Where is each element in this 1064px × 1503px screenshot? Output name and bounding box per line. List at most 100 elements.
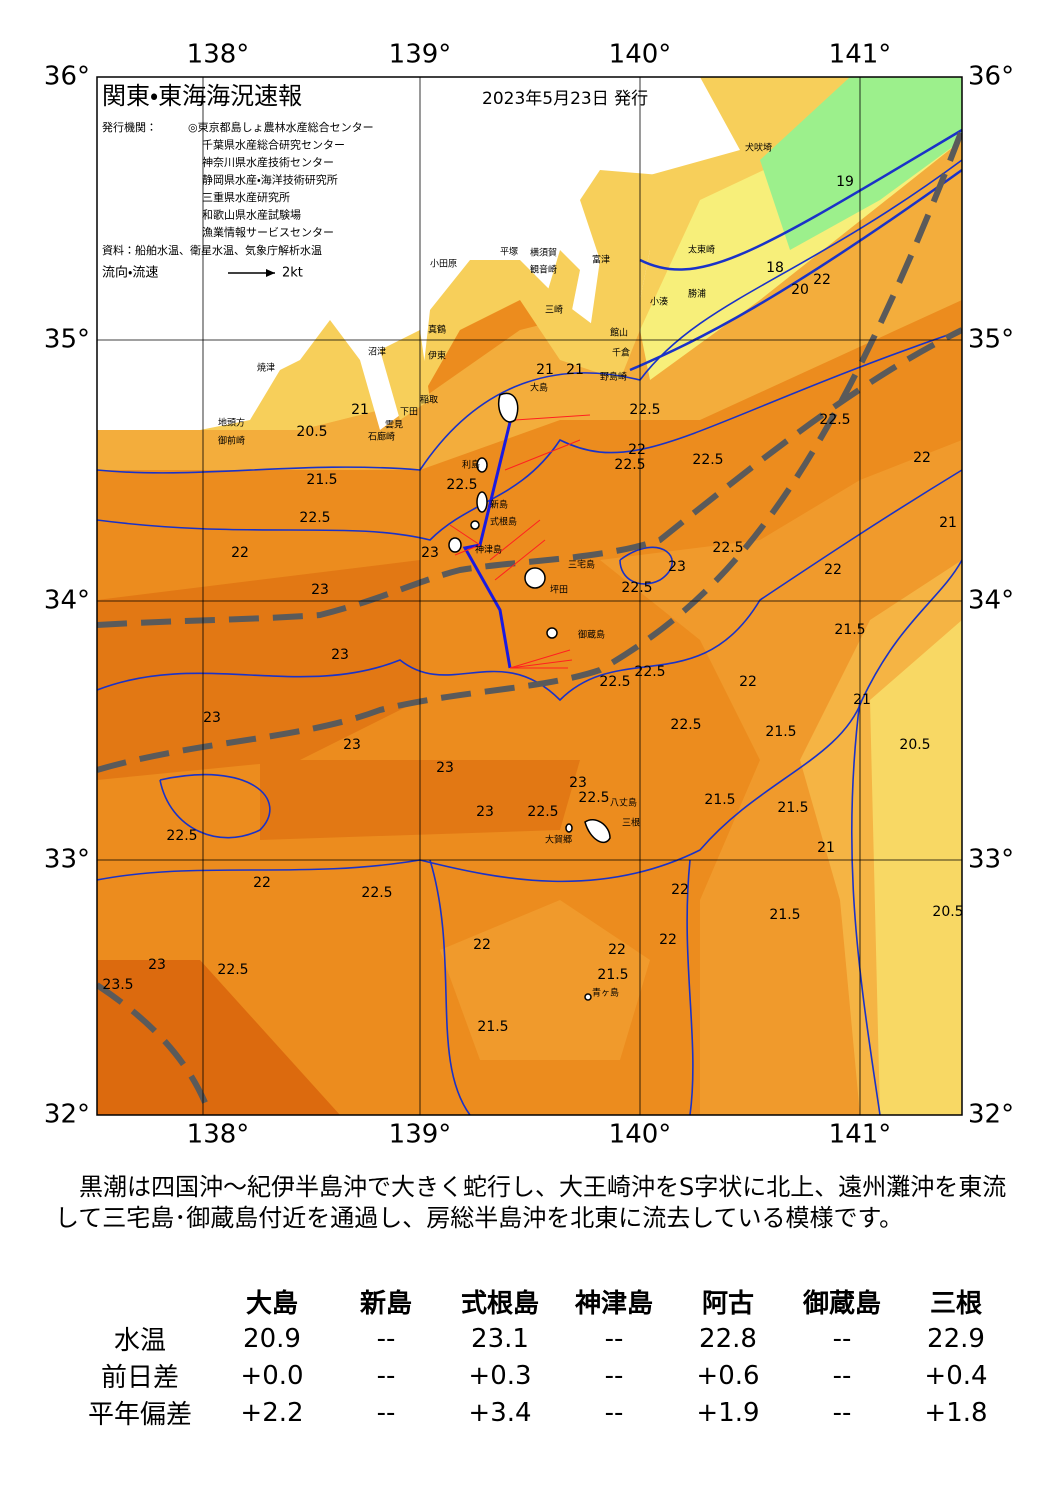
isotherm-label: 22.5: [614, 457, 645, 473]
isotherm-label: 23.5: [102, 977, 133, 993]
isotherm-label: 20.5: [932, 904, 963, 920]
place-name: 伊東: [428, 350, 446, 362]
place-name: 地頭方: [218, 417, 245, 429]
isotherm-label: 21.5: [704, 792, 735, 808]
cool-water: [440, 900, 650, 1060]
place-name: 沼津: [368, 347, 386, 358]
cell: +0.0: [240, 1360, 304, 1391]
place-name: 横須賀: [530, 247, 557, 259]
cell: 23.1: [471, 1323, 529, 1354]
isotherm-label: 22.5: [629, 402, 660, 418]
column-header: 神津島: [574, 1289, 653, 1319]
place-name: 富津: [592, 254, 610, 266]
place-name: 小湊: [650, 296, 668, 308]
place-name: 式根島: [490, 516, 517, 528]
cell: +0.4: [924, 1360, 988, 1391]
place-name: 御前崎: [218, 435, 245, 447]
isotherm-label: 22.5: [578, 790, 609, 806]
issuer: 三重県水産研究所: [202, 190, 290, 204]
isotherm-label: 22.5: [670, 717, 701, 733]
place-name: 神津島: [475, 544, 502, 556]
place-name: 利島: [462, 459, 480, 471]
place-name: 館山: [610, 327, 628, 339]
isotherm-label: 23: [569, 775, 587, 791]
place-name: 三根: [622, 817, 640, 829]
isotherm-label: 22: [231, 545, 249, 561]
cell: --: [832, 1323, 852, 1354]
miura-peninsula: [545, 250, 580, 320]
isotherm-label: 21.5: [477, 1019, 508, 1035]
longitude-label: 139°: [389, 40, 452, 70]
isotherm-label: 21: [853, 692, 871, 708]
isotherm-label: 22: [628, 442, 646, 458]
sea-temperature-map: 関東・東海海況速報 2023年5月23日 発行 発行機関： 資料：船舶水温、衛星…: [44, 40, 1014, 1150]
longitude-label: 141°: [829, 40, 892, 70]
isotherm-label: 22: [739, 674, 757, 690]
isotherm-label: 20.5: [296, 424, 327, 440]
place-name: 石廊崎: [368, 431, 395, 443]
issuer: 和歌山県水産試験場: [202, 208, 301, 222]
kuroshio-axis: [97, 128, 962, 1115]
issuer-label: 発行機関：: [102, 120, 157, 134]
place-name: 坪田: [550, 585, 568, 596]
isotherm-label: 22: [253, 875, 271, 891]
cell: 20.9: [243, 1323, 301, 1354]
latitude-label: 32°: [968, 1100, 1014, 1130]
isotherm-label: 22: [813, 272, 831, 288]
cell: +1.9: [696, 1397, 760, 1428]
isotherm-label: 21: [939, 515, 957, 531]
place-name: 観音崎: [530, 264, 557, 276]
place-name: 青ヶ島: [592, 987, 619, 999]
place-name: 稲取: [420, 394, 438, 406]
isotherm-label: 21.5: [834, 622, 865, 638]
column-header: 大島: [245, 1289, 298, 1319]
map-title: 関東・東海海況速報: [102, 82, 302, 110]
isotherm-label: 22.5: [712, 540, 743, 556]
land: [97, 77, 740, 430]
longitude-label: 141°: [829, 1120, 892, 1150]
latitude-label: 32°: [44, 1100, 90, 1130]
isotherm-label: 21: [351, 402, 369, 418]
latitude-label: 33°: [44, 845, 90, 875]
isotherm-label: 22.5: [692, 452, 723, 468]
isotherm-label: 23: [668, 559, 686, 575]
isotherm-label: 23: [476, 804, 494, 820]
row-label: 水温: [113, 1326, 166, 1356]
isotherm-label: 22: [824, 562, 842, 578]
latitude-label: 35°: [44, 325, 90, 355]
isotherm-label: 23: [148, 957, 166, 973]
isotherm-label: 22: [608, 942, 626, 958]
izu-peninsula: [380, 330, 430, 420]
issuer: 千葉県水産総合研究センター: [202, 138, 345, 152]
longitude-label: 140°: [609, 40, 672, 70]
cell: --: [604, 1360, 624, 1391]
isotherm-label: 23: [421, 545, 439, 561]
place-name: 平塚: [500, 247, 518, 258]
latitude-label: 36°: [968, 62, 1014, 92]
flow-scale-arrowhead: [266, 269, 275, 277]
cell: --: [376, 1360, 396, 1391]
isotherm-label: 21.5: [765, 724, 796, 740]
place-name: 千倉: [612, 348, 630, 359]
isotherm-label: 22.5: [819, 412, 850, 428]
islands: [448, 392, 611, 1001]
flow-legend: 流向・流速: [102, 265, 158, 281]
isotherm-label: 22.5: [527, 804, 558, 820]
place-name: 大賀郷: [545, 834, 572, 846]
header-row: 大島 新島 式根島 神津島 阿古 御蔵島 三根: [65, 1283, 1013, 1320]
isotherm-label: 22: [913, 450, 931, 466]
isotherm-label: 23: [436, 760, 454, 776]
place-name: 下田: [400, 407, 418, 418]
row-label: 前日差: [100, 1363, 179, 1393]
column-header: 三根: [929, 1289, 982, 1319]
cell: --: [376, 1323, 396, 1354]
isotherm-label: 21: [817, 840, 835, 856]
isotherm-label: 21.5: [306, 472, 337, 488]
longitude-label: 138°: [187, 1120, 250, 1150]
graticule: [97, 77, 962, 1115]
row-label: 平年偏差: [87, 1400, 192, 1430]
issuer: ◎東京都島しょ農林水産総合センター: [188, 120, 374, 134]
isotherms: [97, 128, 962, 1115]
latitude-label: 33°: [968, 845, 1014, 875]
